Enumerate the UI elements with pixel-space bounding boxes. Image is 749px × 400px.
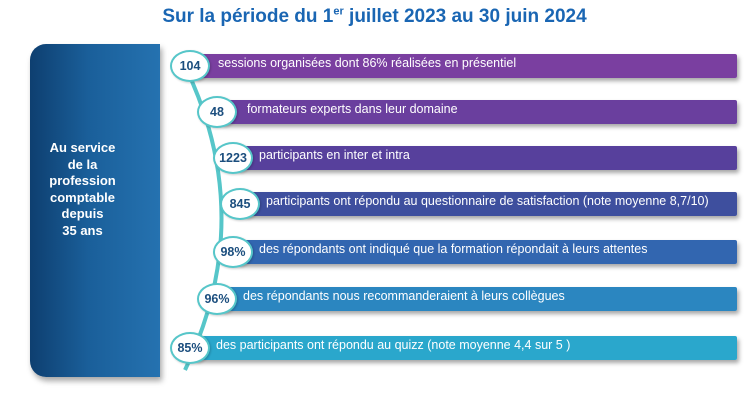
stat-number-badge: 96% bbox=[197, 283, 237, 315]
stat-row-quizz: des participants ont répondu au quizz (n… bbox=[170, 332, 737, 364]
stat-text: des répondants nous recommanderaient à l… bbox=[243, 289, 565, 303]
stat-number-badge: 98% bbox=[213, 236, 253, 268]
stat-bar bbox=[237, 240, 737, 264]
stat-number-badge: 845 bbox=[220, 188, 260, 220]
stat-text: sessions organisées dont 86% réalisées e… bbox=[218, 56, 517, 70]
title-superscript: er bbox=[333, 5, 344, 18]
title-text-end: juillet 2023 au 30 juin 2024 bbox=[343, 6, 587, 27]
stat-text: participants ont répondu au questionnair… bbox=[266, 194, 709, 208]
stat-number-badge: 1223 bbox=[213, 142, 253, 174]
stat-bar bbox=[194, 54, 737, 78]
stat-number-badge: 85% bbox=[170, 332, 210, 364]
stat-text: des répondants ont indiqué que la format… bbox=[259, 242, 648, 256]
left-panel bbox=[30, 44, 160, 377]
stat-row-attentes: des répondants ont indiqué que la format… bbox=[213, 236, 737, 268]
stat-row-formateurs: formateurs experts dans leur domaine 48 bbox=[197, 96, 737, 128]
stat-number-badge: 104 bbox=[170, 50, 210, 82]
stat-bar bbox=[194, 336, 737, 360]
stat-row-questionnaire: participants ont répondu au questionnair… bbox=[220, 188, 737, 220]
left-panel-text: Au service de la profession comptable de… bbox=[49, 140, 116, 238]
stat-row-participants: participants en inter et intra 1223 bbox=[213, 142, 737, 174]
stat-bar bbox=[221, 100, 737, 124]
stat-row-recommandation: des répondants nous recommanderaient à l… bbox=[197, 283, 737, 315]
stat-bar bbox=[221, 287, 737, 311]
stat-text: formateurs experts dans leur domaine bbox=[247, 102, 458, 116]
stat-bar bbox=[237, 146, 737, 170]
stat-text: des participants ont répondu au quizz (n… bbox=[216, 338, 571, 352]
stat-text: participants en inter et intra bbox=[259, 148, 410, 162]
stat-bar bbox=[244, 192, 737, 216]
title-text-start: Sur la période du 1 bbox=[162, 6, 334, 27]
page-title: Sur la période du 1er juillet 2023 au 30… bbox=[0, 6, 749, 28]
stat-row-sessions: sessions organisées dont 86% réalisées e… bbox=[170, 50, 737, 82]
stat-number-badge: 48 bbox=[197, 96, 237, 128]
